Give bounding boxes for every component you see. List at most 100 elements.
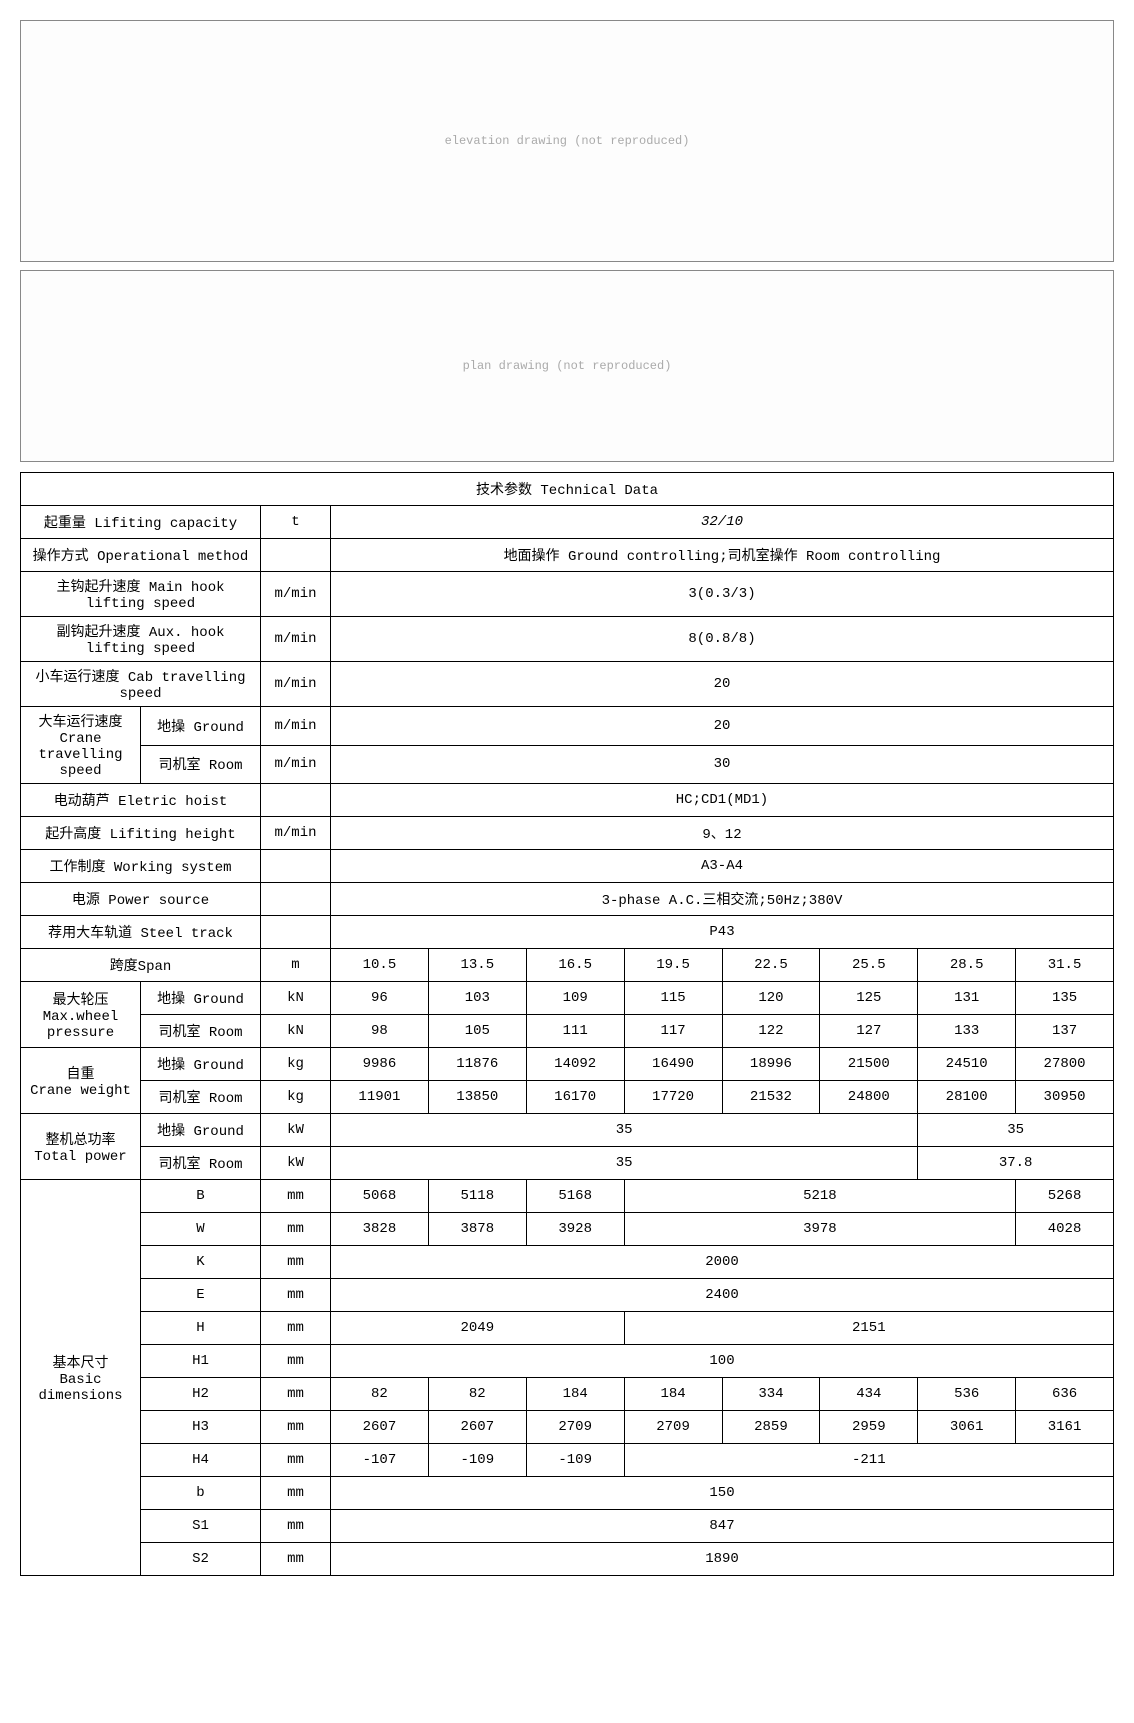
- sym: H4: [141, 1444, 261, 1477]
- v: 2859: [722, 1411, 820, 1444]
- label-cn: 自重: [67, 1067, 95, 1083]
- v: 25.5: [820, 949, 918, 982]
- unit: mm: [261, 1213, 331, 1246]
- row-electric-hoist: 电动葫芦 Eletric hoist HC;CD1(MD1): [21, 784, 1114, 817]
- row-lifting-capacity: 起重量 Lifiting capacity t 32/10: [21, 506, 1114, 539]
- row-dim-H: H mm 2049 2151: [21, 1312, 1114, 1345]
- row-dim-S1: S1 mm 847: [21, 1510, 1114, 1543]
- v: 111: [526, 1015, 624, 1048]
- v: 27800: [1016, 1048, 1114, 1081]
- row-dim-W: W mm 3828 3878 3928 3978 4028: [21, 1213, 1114, 1246]
- v: 2709: [624, 1411, 722, 1444]
- unit: mm: [261, 1510, 331, 1543]
- plan-diagram: plan drawing (not reproduced): [20, 270, 1114, 462]
- value: A3-A4: [331, 850, 1114, 883]
- v: 122: [722, 1015, 820, 1048]
- sym: b: [141, 1477, 261, 1510]
- v: 2959: [820, 1411, 918, 1444]
- sym: K: [141, 1246, 261, 1279]
- unit: [261, 883, 331, 916]
- v: 5068: [331, 1180, 429, 1213]
- v: 13.5: [428, 949, 526, 982]
- v: 100: [331, 1345, 1114, 1378]
- row-dim-B: 基本尺寸 Basic dimensions B mm 5068 5118 516…: [21, 1180, 1114, 1213]
- unit: kg: [261, 1081, 331, 1114]
- sublabel: 司机室 Room: [141, 745, 261, 784]
- v: 17720: [624, 1081, 722, 1114]
- label: 荐用大车轨道 Steel track: [21, 916, 261, 949]
- v: 3161: [1016, 1411, 1114, 1444]
- v: 31.5: [1016, 949, 1114, 982]
- row-crane-travel-speed-ground: 大车运行速度 Crane travelling speed 地操 Ground …: [21, 707, 1114, 746]
- label: 电动葫芦 Eletric hoist: [21, 784, 261, 817]
- v: 135: [1016, 982, 1114, 1015]
- v: 82: [331, 1378, 429, 1411]
- value: 9、12: [331, 817, 1114, 850]
- v: 105: [428, 1015, 526, 1048]
- sym: E: [141, 1279, 261, 1312]
- label-cn: 基本尺寸: [53, 1356, 109, 1372]
- v: 5218: [624, 1180, 1016, 1213]
- label-cn: 大车运行速度: [39, 715, 123, 731]
- v: 98: [331, 1015, 429, 1048]
- v: 2607: [331, 1411, 429, 1444]
- unit: mm: [261, 1312, 331, 1345]
- value: 30: [331, 745, 1114, 784]
- label: 主钩起升速度 Main hook lifting speed: [21, 572, 261, 617]
- v: 13850: [428, 1081, 526, 1114]
- value: 3-phase A.C.三相交流;50Hz;380V: [331, 883, 1114, 916]
- unit: kN: [261, 1015, 331, 1048]
- value: 3(0.3/3): [331, 572, 1114, 617]
- v: 16.5: [526, 949, 624, 982]
- label: 工作制度 Working system: [21, 850, 261, 883]
- row-dim-H1: H1 mm 100: [21, 1345, 1114, 1378]
- row-dim-b: b mm 150: [21, 1477, 1114, 1510]
- v: 16490: [624, 1048, 722, 1081]
- unit: [261, 850, 331, 883]
- label-cn: 整机总功率: [46, 1133, 116, 1149]
- value: 地面操作 Ground controlling;司机室操作 Room contr…: [331, 539, 1114, 572]
- v: 22.5: [722, 949, 820, 982]
- sublabel: 地操 Ground: [141, 1114, 261, 1147]
- unit: mm: [261, 1477, 331, 1510]
- v: 125: [820, 982, 918, 1015]
- label: 起升高度 Lifiting height: [21, 817, 261, 850]
- sym: S2: [141, 1543, 261, 1576]
- v: 10.5: [331, 949, 429, 982]
- v: -109: [526, 1444, 624, 1477]
- technical-data-table: 技术参数 Technical Data 起重量 Lifiting capacit…: [20, 472, 1114, 1576]
- v: 2000: [331, 1246, 1114, 1279]
- v: 11901: [331, 1081, 429, 1114]
- v: 117: [624, 1015, 722, 1048]
- label: 整机总功率 Total power: [21, 1114, 141, 1180]
- sublabel: 司机室 Room: [141, 1147, 261, 1180]
- value: 32/10: [331, 506, 1114, 539]
- v: 150: [331, 1477, 1114, 1510]
- v: 3828: [331, 1213, 429, 1246]
- row-total-power-room: 司机室 Room kW 35 37.8: [21, 1147, 1114, 1180]
- label: 小车运行速度 Cab travelling speed: [21, 662, 261, 707]
- row-operational-method: 操作方式 Operational method 地面操作 Ground cont…: [21, 539, 1114, 572]
- sublabel: 司机室 Room: [141, 1081, 261, 1114]
- v: 131: [918, 982, 1016, 1015]
- row-max-wheel-pressure-room: 司机室 Room kN 98 105 111 117 122 127 133 1…: [21, 1015, 1114, 1048]
- v: 137: [1016, 1015, 1114, 1048]
- v: 847: [331, 1510, 1114, 1543]
- v: 21532: [722, 1081, 820, 1114]
- v: 184: [624, 1378, 722, 1411]
- diagram-area: elevation drawing (not reproduced) plan …: [20, 20, 1114, 462]
- row-dim-K: K mm 2000: [21, 1246, 1114, 1279]
- label-en: Max.wheel pressure: [43, 1009, 119, 1041]
- v: -107: [331, 1444, 429, 1477]
- row-crane-weight-ground: 自重 Crane weight 地操 Ground kg 9986 11876 …: [21, 1048, 1114, 1081]
- row-main-hook-speed: 主钩起升速度 Main hook lifting speed m/min 3(0…: [21, 572, 1114, 617]
- label-cn: 最大轮压: [53, 993, 109, 1009]
- label-en: Crane travelling speed: [38, 731, 122, 779]
- v: 536: [918, 1378, 1016, 1411]
- v: 127: [820, 1015, 918, 1048]
- row-dim-E: E mm 2400: [21, 1279, 1114, 1312]
- label: 副钩起升速度 Aux. hook lifting speed: [21, 617, 261, 662]
- row-max-wheel-pressure-ground: 最大轮压 Max.wheel pressure 地操 Ground kN 96 …: [21, 982, 1114, 1015]
- label: 起重量 Lifiting capacity: [21, 506, 261, 539]
- v: 35: [331, 1114, 918, 1147]
